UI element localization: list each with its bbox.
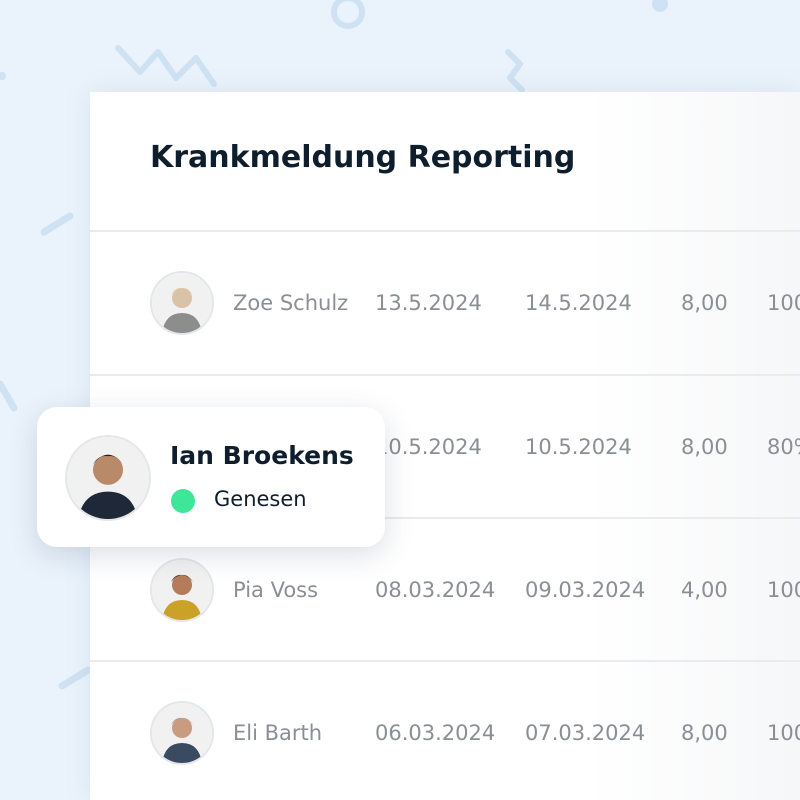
row-divider — [90, 517, 800, 519]
employee-name: Ian Broekens — [170, 441, 354, 470]
avatar — [150, 558, 214, 622]
cell-end: 09.03.2024 — [525, 578, 646, 602]
status-indicator — [171, 489, 195, 513]
cell-start: 06.03.2024 — [375, 721, 496, 745]
status-label: Genesen — [214, 487, 307, 511]
cell-hours: 8,00 — [681, 435, 728, 459]
cell-start: 10.5.2024 — [375, 435, 482, 459]
card-title: Krankmeldung Reporting — [150, 140, 576, 175]
cell-hours: 4,00 — [681, 578, 728, 602]
cell-percent: 100% — [767, 721, 800, 745]
row-divider — [90, 660, 800, 662]
employee-name: Zoe Schulz — [233, 291, 349, 315]
cell-percent: 100% — [767, 291, 800, 315]
avatar — [150, 271, 214, 335]
cell-start: 08.03.2024 — [375, 578, 496, 602]
row-divider — [90, 374, 800, 376]
cell-end: 07.03.2024 — [525, 721, 646, 745]
cell-start: 13.5.2024 — [375, 291, 482, 315]
cell-hours: 8,00 — [681, 721, 728, 745]
employee-name: Pia Voss — [233, 578, 319, 602]
row-divider — [90, 230, 800, 232]
avatar — [150, 701, 214, 765]
cell-percent: 100% — [767, 578, 800, 602]
cell-percent: 80% — [767, 435, 800, 459]
employee-name: Eli Barth — [233, 721, 323, 745]
cell-end: 14.5.2024 — [525, 291, 632, 315]
cell-hours: 8,00 — [681, 291, 728, 315]
employee-popup[interactable]: Ian Broekens Genesen — [37, 407, 385, 547]
avatar — [65, 435, 151, 521]
cell-end: 10.5.2024 — [525, 435, 632, 459]
